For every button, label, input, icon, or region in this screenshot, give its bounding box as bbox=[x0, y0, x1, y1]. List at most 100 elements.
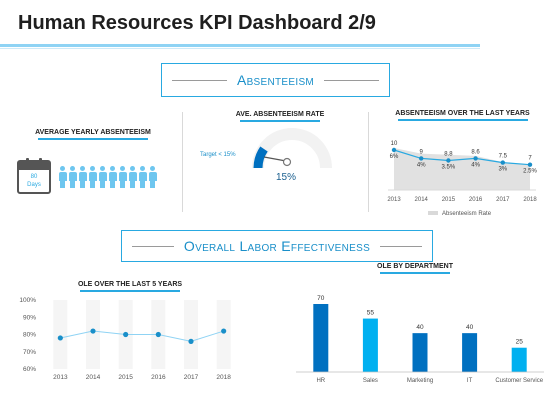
absenteeism-area bbox=[394, 148, 530, 190]
gauge-fill bbox=[253, 146, 268, 169]
x-tick-label: 2016 bbox=[151, 374, 166, 381]
ole-point bbox=[123, 331, 129, 338]
x-tick-label: HR bbox=[316, 378, 325, 384]
y-tick-label: 70% bbox=[23, 349, 36, 356]
section-absenteeism-header: Absenteeism bbox=[161, 63, 390, 97]
calendar-value: 80 bbox=[30, 174, 38, 180]
rate-rule bbox=[240, 120, 320, 122]
person-icon bbox=[148, 166, 157, 188]
bar-value-label: 40 bbox=[416, 324, 424, 331]
rate-label: 6% bbox=[390, 154, 399, 160]
rate-point bbox=[419, 156, 424, 161]
ole-bar bbox=[313, 304, 329, 372]
divider-1 bbox=[182, 112, 183, 212]
x-tick-label: Marketing bbox=[407, 378, 433, 384]
x-tick-label: 2013 bbox=[387, 197, 401, 203]
rate-label: 3% bbox=[498, 167, 507, 173]
rate-point bbox=[527, 162, 533, 167]
abs-trend-rule bbox=[398, 119, 528, 121]
ole-trend-chart: 100% 90% 80% 70% 60% 2013 2014 2015 2016 2017 2018 bbox=[19, 297, 231, 381]
bar-value-label: 70 bbox=[317, 295, 325, 302]
ole-point bbox=[90, 328, 96, 334]
bar-value-label: 25 bbox=[516, 339, 524, 346]
ole-bar bbox=[511, 347, 527, 372]
person-icon bbox=[68, 166, 77, 188]
abs-trend-title: ABSENTEEISM OVER THE LAST YEARS bbox=[395, 110, 530, 117]
y-tick-label: 100% bbox=[19, 297, 36, 304]
section-absenteeism-label: Absenteeism bbox=[236, 72, 315, 88]
person-icon bbox=[128, 166, 137, 188]
header-line-left bbox=[172, 79, 227, 81]
gauge-track bbox=[252, 128, 332, 169]
avg-yearly-rule bbox=[38, 138, 148, 140]
divider-2 bbox=[368, 112, 369, 212]
legend-label: Absenteeism Rate bbox=[442, 211, 492, 217]
bar-value-label: 55 bbox=[367, 310, 375, 317]
x-tick-label: Customer Service bbox=[495, 378, 543, 384]
section-ole-header: Overall Labor Effectiveness bbox=[121, 230, 433, 262]
x-tick-label: 2017 bbox=[496, 197, 510, 203]
x-tick-label: 2014 bbox=[415, 197, 429, 203]
header2-line-left bbox=[132, 245, 174, 247]
area-value-label: 8.8 bbox=[444, 152, 453, 158]
ole-point bbox=[188, 338, 194, 344]
ole-dept-rule bbox=[380, 272, 450, 274]
ole-bar bbox=[362, 318, 378, 372]
page-title: Human Resources KPI Dashboard 2/9 bbox=[18, 12, 376, 34]
column-band bbox=[53, 300, 68, 369]
rate-point bbox=[446, 158, 451, 163]
absenteeism-trend-chart: 6% 10 2013 4% 9 2014 3.5% 8.8 2015 4% 8.6 2016 3% 7.5… bbox=[387, 141, 537, 217]
people-icon-row bbox=[58, 166, 157, 188]
x-tick-label: 2018 bbox=[216, 374, 231, 381]
area-value-label: 8.6 bbox=[471, 149, 480, 155]
x-tick-label: Sales bbox=[363, 378, 378, 384]
x-tick-label: 2017 bbox=[184, 374, 199, 381]
gauge-needle bbox=[263, 156, 287, 162]
ole-department-chart: 70 HR 55 Sales 40 Marketing 40 IT 25 Customer Ser… bbox=[296, 295, 544, 384]
x-tick-label: 2015 bbox=[118, 374, 133, 381]
calendar-unit: Days bbox=[27, 182, 41, 188]
absenteeism-rate-line bbox=[393, 149, 531, 166]
x-tick-label: 2016 bbox=[469, 197, 483, 203]
x-tick-label: 2018 bbox=[523, 197, 537, 203]
header-line-right bbox=[324, 79, 380, 81]
absenteeism-gauge bbox=[252, 128, 332, 169]
person-icon bbox=[88, 166, 97, 188]
column-band bbox=[184, 300, 198, 369]
ole-bar bbox=[412, 333, 428, 372]
x-tick-label: 2015 bbox=[442, 197, 456, 203]
rate-value: 15% bbox=[276, 172, 297, 183]
ole-point bbox=[155, 331, 161, 338]
y-tick-label: 80% bbox=[23, 332, 36, 339]
y-tick-label: 90% bbox=[23, 314, 36, 321]
rate-point bbox=[500, 160, 505, 165]
x-tick-label: 2013 bbox=[53, 374, 68, 381]
rate-point bbox=[473, 156, 478, 161]
y-tick-label: 60% bbox=[23, 366, 36, 373]
ole-trend-rule bbox=[80, 290, 180, 292]
rate-point bbox=[391, 147, 397, 153]
avg-yearly-title: AVERAGE YEARLY ABSENTEEISM bbox=[35, 129, 151, 136]
calendar-icon: 80 Days bbox=[17, 158, 51, 194]
ole-trend-title: OLE OVER THE LAST 5 YEARS bbox=[77, 281, 183, 288]
person-icon bbox=[138, 166, 147, 188]
ole-point bbox=[57, 335, 63, 341]
gauge-hub bbox=[282, 157, 292, 167]
legend-swatch bbox=[428, 211, 438, 215]
title-underline bbox=[0, 44, 480, 47]
column-band bbox=[86, 300, 100, 369]
person-icon bbox=[78, 166, 87, 188]
rate-label: 4% bbox=[471, 162, 480, 168]
ole-dept-title: OLE BY DEPARTMENT bbox=[377, 263, 453, 270]
x-tick-label: 2014 bbox=[86, 374, 101, 381]
area-value-label: 10 bbox=[391, 141, 398, 147]
x-tick-label: IT bbox=[467, 378, 473, 384]
rate-label: 3.5% bbox=[442, 165, 456, 171]
ole-point bbox=[221, 328, 227, 334]
ole-bar bbox=[462, 333, 478, 372]
area-value-label: 7.5 bbox=[499, 154, 508, 160]
title-underline-thin bbox=[0, 48, 480, 49]
rate-label: 2.5% bbox=[523, 169, 537, 175]
person-icon bbox=[98, 166, 107, 188]
person-icon bbox=[108, 166, 117, 188]
